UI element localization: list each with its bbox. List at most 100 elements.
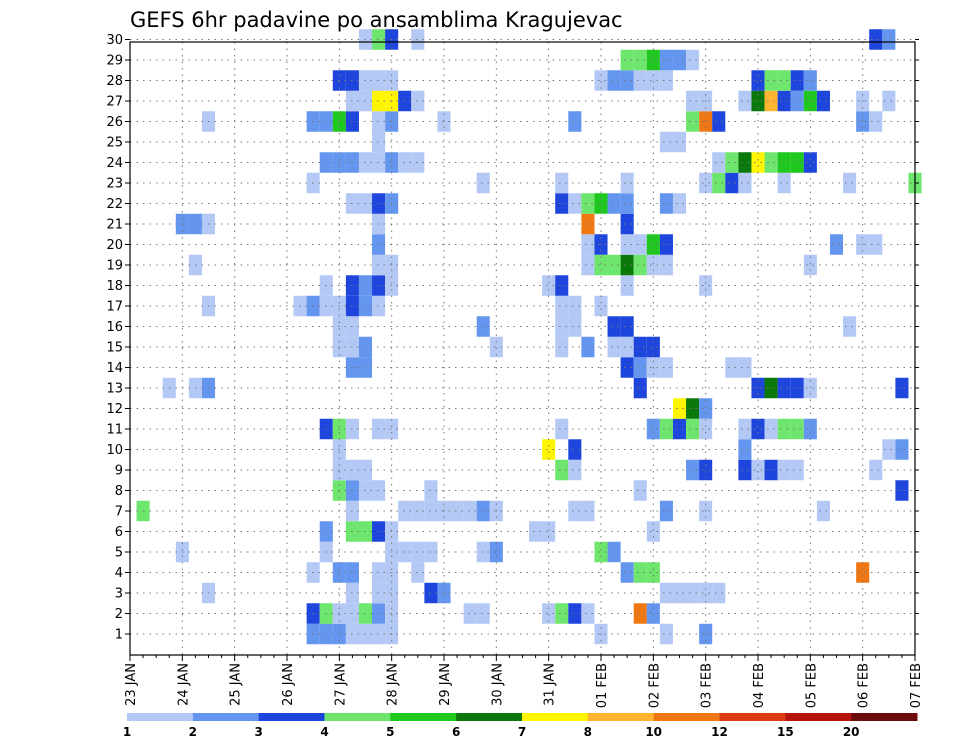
precip-cell-m28-t49 [764, 70, 778, 91]
x-tick-label-14: 06 FEB [857, 663, 872, 708]
precip-cell-m27-t51 [790, 90, 804, 112]
precip-cell-m3-t45 [712, 582, 726, 604]
precip-cell-m27-t21 [398, 90, 412, 112]
y-tick-label-30: 30 [106, 33, 123, 48]
precip-cell-m3-t41 [659, 582, 673, 604]
precip-cell-m16-t27 [476, 316, 490, 337]
precip-cell-m23-t50 [777, 172, 791, 194]
precip-cell-m9-t34 [568, 459, 582, 481]
y-tick-label-5: 5 [115, 546, 123, 561]
precip-cell-m9-t33 [555, 459, 569, 481]
precip-cell-m9-t50 [777, 459, 791, 481]
precip-cell-m11-t19 [372, 418, 386, 440]
precip-cell-m26-t45 [712, 111, 726, 132]
precip-cell-m28-t37 [607, 70, 621, 91]
precip-cell-m20-t39 [633, 234, 647, 255]
precip-cell-m11-t20 [385, 418, 399, 440]
precip-cell-m21-t19 [372, 213, 386, 235]
precip-cell-m15-t37 [607, 336, 621, 358]
precip-cell-m20-t54 [829, 234, 844, 255]
colorbar-segment-2 [192, 713, 260, 721]
x-tick-label-9: 01 FEB [595, 663, 610, 708]
precip-cell-m4-t19 [372, 562, 386, 583]
precip-cell-m5-t36 [594, 541, 608, 563]
precip-cell-m16-t34 [568, 316, 582, 337]
precip-cell-m4-t20 [385, 562, 399, 583]
precip-cell-m21-t35 [581, 213, 595, 235]
precip-cell-m28-t48 [751, 70, 765, 91]
precip-cell-m17-t33 [555, 295, 569, 317]
precip-cell-m3-t24 [437, 582, 451, 604]
precip-cell-m1-t41 [659, 623, 673, 645]
precip-cell-m23-t46 [725, 172, 739, 194]
precip-cell-m29-t39 [633, 49, 647, 71]
precip-cell-m18-t20 [385, 275, 399, 296]
precip-cell-m14-t39 [633, 357, 647, 378]
precip-cell-m23-t55 [843, 172, 857, 194]
y-tick-label-10: 10 [106, 443, 123, 458]
y-tick-label-18: 18 [106, 279, 123, 294]
colorbar-segment-9 [653, 713, 720, 721]
precip-cell-m9-t47 [738, 459, 752, 481]
colorbar-segment-12 [851, 713, 918, 721]
precip-cell-m22-t35 [581, 193, 595, 214]
precip-cell-m11-t51 [790, 418, 804, 440]
precip-cell-m27-t47 [738, 90, 752, 112]
precip-cell-m7-t23 [424, 500, 438, 522]
colorbar-segment-3 [258, 713, 325, 721]
precip-cell-m26-t19 [372, 111, 386, 132]
y-tick-label-26: 26 [106, 115, 123, 130]
precip-cell-m24-t45 [712, 152, 726, 173]
x-tick-label-13: 05 FEB [804, 663, 819, 708]
precip-cell-m10-t59 [895, 439, 909, 460]
precip-cell-m6-t31 [529, 521, 543, 542]
colorbar-segment-5 [390, 713, 457, 721]
precip-cell-m13-t49 [764, 377, 778, 399]
precip-cell-m6-t32 [542, 521, 556, 542]
y-tick-label-17: 17 [106, 300, 123, 315]
precip-cell-m30-t20 [385, 29, 399, 50]
precip-cell-m24-t51 [790, 152, 804, 173]
plot-frame [129, 41, 916, 656]
precip-cell-m22-t20 [385, 193, 399, 214]
precip-cell-m9-t51 [790, 459, 804, 481]
precip-cell-m3-t20 [385, 582, 399, 604]
colorbar-label-5: 5 [386, 725, 394, 739]
precip-cell-m3-t23 [424, 582, 438, 604]
y-tick-label-4: 4 [115, 566, 123, 581]
precip-cell-m7-t34 [568, 500, 582, 522]
y-tick-label-16: 16 [106, 320, 123, 335]
precip-cell-m27-t22 [411, 90, 425, 112]
colorbar: 1 2 3 4 5 6 7 8 10 12 15 20 [123, 713, 918, 739]
precip-cell-m15-t28 [489, 336, 503, 358]
precip-cell-m28-t20 [385, 70, 399, 91]
precip-cell-m19-t19 [372, 254, 386, 276]
precip-cell-m2-t19 [372, 603, 386, 624]
y-axis: 1234567891011121314151617181920212223242… [106, 33, 919, 643]
precip-cell-m28-t40 [646, 70, 660, 91]
precip-cell-m14-t46 [725, 357, 739, 378]
precip-cell-m19-t40 [646, 254, 660, 276]
precip-cell-m17-t36 [594, 295, 608, 317]
precip-cell-m19-t35 [581, 254, 595, 276]
colorbar-label-7: 7 [518, 725, 526, 739]
precip-cell-m16-t37 [607, 316, 621, 337]
precip-cell-m4-t40 [646, 562, 660, 583]
precip-cell-m5-t22 [411, 541, 425, 563]
colorbar-segment-11 [785, 713, 852, 721]
precip-cell-m22-t19 [372, 193, 386, 214]
precip-cell-m20-t38 [620, 234, 634, 255]
precip-cell-m24-t50 [777, 152, 791, 173]
x-tick-label-8: 31 JAN [543, 663, 558, 706]
precip-cell-m25-t41 [659, 131, 673, 153]
colorbar-label-4: 4 [320, 725, 328, 739]
precip-cell-m13-t51 [790, 377, 804, 399]
precip-cell-m1-t19 [372, 623, 386, 645]
precip-cell-m15-t35 [581, 336, 595, 358]
precip-cell-m8-t19 [372, 480, 386, 501]
precip-cell-m11-t49 [764, 418, 778, 440]
precip-cell-m27-t58 [882, 90, 896, 112]
precip-cell-m4-t39 [633, 562, 647, 583]
precip-cell-m8-t23 [424, 480, 438, 501]
